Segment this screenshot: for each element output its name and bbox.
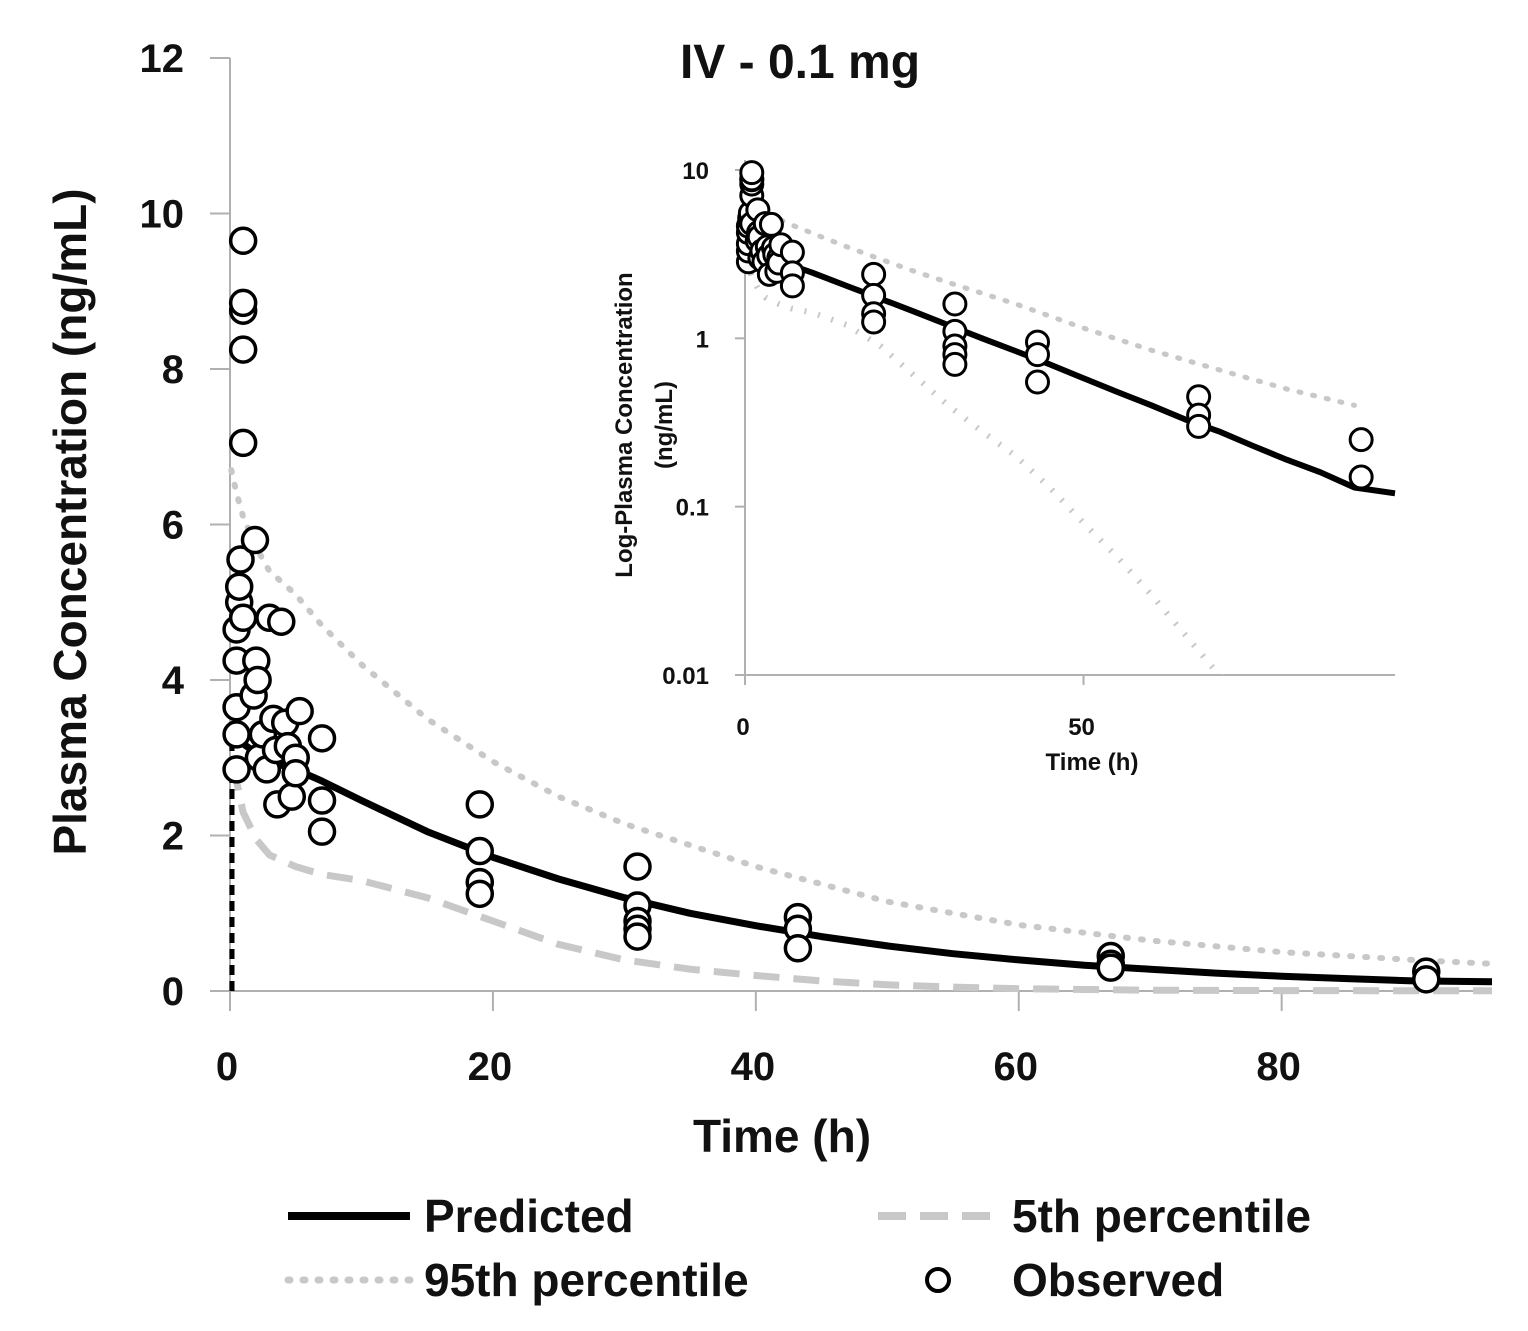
main-observed-point <box>228 428 258 458</box>
main-observed-point <box>222 755 251 784</box>
main-x-tick-label: 0 <box>216 1045 238 1089</box>
legend: Predicted 5th percentile 95th percentile… <box>284 1190 1311 1306</box>
inset-observed-point <box>861 261 887 287</box>
inset-x-tick-label: 0 <box>736 714 749 741</box>
legend-label-predicted: Predicted <box>424 1190 634 1242</box>
inset-y-axis-title-line1: Log-Plasma Concentration <box>611 272 638 577</box>
inset-observed-point <box>1348 427 1374 453</box>
main-y-tick-label: 0 <box>162 970 184 1014</box>
chart-title: IV - 0.1 mg <box>680 36 920 89</box>
inset-axes: 0.01 0.1 1 10 0 50 <box>662 158 1395 741</box>
inset-y-axis-title-line2: (ng/mL) <box>651 381 678 469</box>
main-y-tick-label: 4 <box>162 659 185 703</box>
inset-observed-points <box>735 160 1374 490</box>
main-y-tick-label: 6 <box>162 504 184 548</box>
main-observed-points <box>222 226 1441 994</box>
inset-y-tick-label: 0.1 <box>676 495 709 522</box>
main-observed-point <box>285 696 314 726</box>
legend-item-observed: Observed <box>925 1254 1224 1306</box>
main-observed-point <box>1412 965 1441 994</box>
legend-label-p5: 5th percentile <box>1012 1190 1311 1242</box>
main-observed-point <box>228 335 258 364</box>
main-observed-point <box>1096 953 1126 982</box>
legend-item-p5: 5th percentile <box>878 1190 1311 1242</box>
main-observed-point <box>228 226 258 255</box>
main-observed-point <box>307 724 337 753</box>
main-y-tick-label: 12 <box>140 37 185 81</box>
main-y-tick-label: 8 <box>162 348 184 392</box>
main-observed-point <box>277 782 307 811</box>
main-p5-line <box>227 764 1493 995</box>
legend-swatch-observed <box>925 1267 951 1293</box>
main-observed-point <box>623 922 652 951</box>
inset-observed-point <box>1025 369 1050 395</box>
main-series-lines <box>227 467 1495 995</box>
main-observed-point <box>267 607 296 636</box>
legend-item-p95: 95th percentile <box>284 1254 749 1306</box>
main-x-tick-label: 60 <box>994 1045 1039 1089</box>
main-observed-point <box>623 852 652 881</box>
inset-y-tick-label: 1 <box>696 326 709 353</box>
main-observed-point <box>465 836 495 866</box>
main-y-tick-label: 10 <box>140 193 185 237</box>
main-observed-point <box>465 790 495 819</box>
inset-y-tick-label: 10 <box>682 158 709 185</box>
inset-chart: 0.01 0.1 1 10 0 50 Time (h) Log-Plasma Concen… <box>611 158 1396 776</box>
main-observed-point <box>222 720 251 749</box>
main-observed-point <box>224 572 254 601</box>
inset-predicted-line <box>745 248 1396 497</box>
inset-observed-point <box>942 291 968 317</box>
legend-label-observed: Observed <box>1012 1254 1224 1306</box>
main-observed-point <box>228 288 258 318</box>
inset-p95-line <box>745 196 1357 408</box>
inset-observed-point <box>758 211 784 237</box>
inset-p5-line <box>745 259 1224 675</box>
main-predicted-line <box>229 731 1493 986</box>
main-observed-point <box>281 759 310 788</box>
main-observed-point <box>243 665 272 695</box>
main-observed-point <box>240 525 270 555</box>
main-y-tick-label: 2 <box>162 815 184 859</box>
main-observed-point <box>228 603 258 633</box>
inset-observed-point <box>942 351 968 377</box>
main-p95-line <box>228 467 1495 967</box>
inset-x-axis-title: Time (h) <box>1046 749 1139 776</box>
inset-observed-point <box>779 273 805 299</box>
inset-observed-point <box>779 239 805 265</box>
inset-observed-point <box>1186 413 1212 439</box>
inset-observed-point <box>861 309 887 335</box>
main-observed-point <box>307 817 337 846</box>
main-x-axis-title: Time (h) <box>693 1110 871 1162</box>
main-observed-point <box>783 933 813 963</box>
inset-y-tick-label: 0.01 <box>662 663 709 690</box>
main-observed-point <box>465 879 495 909</box>
main-x-tick-label: 40 <box>731 1045 776 1089</box>
legend-label-p95: 95th percentile <box>424 1254 749 1306</box>
main-observed-point <box>307 786 337 815</box>
inset-x-tick-label: 50 <box>1068 714 1095 741</box>
main-x-tick-label: 20 <box>468 1045 513 1089</box>
main-x-tick-label: 80 <box>1256 1045 1301 1089</box>
inset-series-lines <box>745 196 1396 675</box>
inset-observed-point <box>1025 342 1050 368</box>
main-observed-point <box>226 545 255 574</box>
main-y-axis-title: Plasma Concentration (ng/mL) <box>44 188 96 855</box>
legend-item-predicted: Predicted <box>288 1190 634 1242</box>
inset-observed-point <box>1348 464 1374 490</box>
inset-observed-point <box>739 160 765 186</box>
